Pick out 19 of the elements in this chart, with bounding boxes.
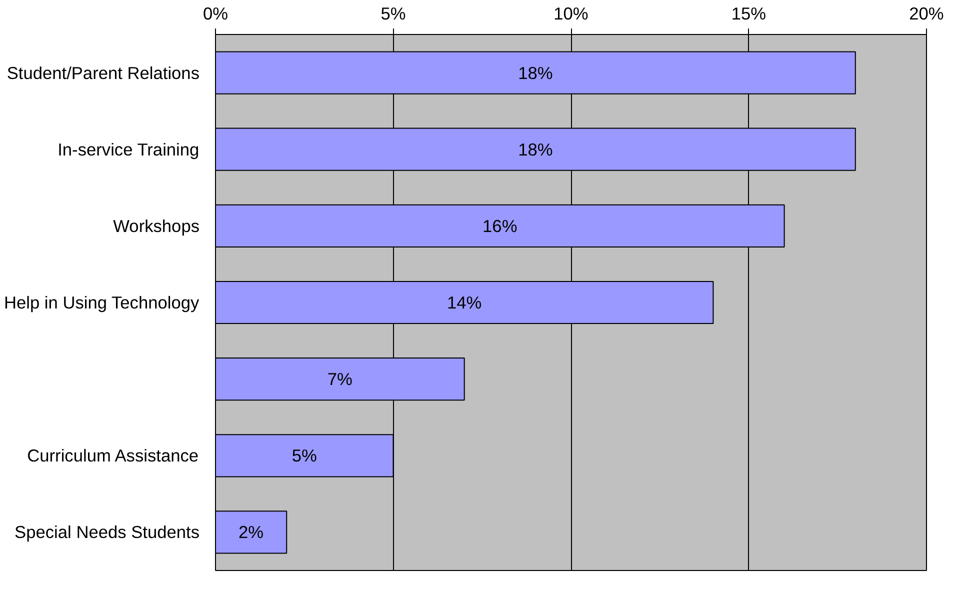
x-tick-label: 15% (731, 4, 766, 24)
data-label: 7% (327, 369, 352, 390)
y-tick-label: Special Needs Students (14, 522, 200, 542)
data-label: 16% (482, 216, 518, 236)
data-label: 18% (518, 62, 553, 83)
data-label: 5% (292, 446, 317, 466)
y-tick-label: Help in Using Technology (4, 292, 200, 312)
y-tick-label: In-service Training (58, 139, 200, 160)
x-tick-label: 0% (202, 4, 228, 24)
data-label: 14% (447, 292, 482, 312)
y-tick-label: Workshops (113, 216, 200, 236)
data-label: 18% (518, 139, 553, 160)
x-tick-label: 20% (909, 4, 944, 24)
y-tick-label: Curriculum Assistance (27, 446, 199, 466)
x-tick-label: 10% (554, 4, 588, 24)
y-tick-label: Student/Parent Relations (6, 62, 200, 83)
x-tick-label: 5% (380, 4, 406, 24)
bar (216, 510, 288, 554)
data-label: 2% (238, 522, 264, 542)
